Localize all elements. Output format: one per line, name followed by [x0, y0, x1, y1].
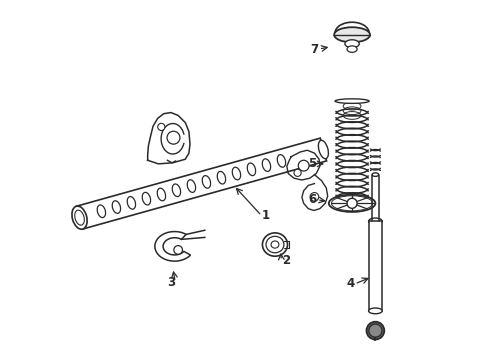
Polygon shape	[368, 221, 382, 311]
Ellipse shape	[334, 99, 368, 103]
Polygon shape	[76, 138, 326, 229]
Circle shape	[158, 123, 164, 131]
Ellipse shape	[72, 206, 87, 229]
Circle shape	[293, 169, 301, 176]
Text: 5: 5	[308, 157, 316, 170]
Text: 6: 6	[308, 193, 316, 206]
Ellipse shape	[157, 188, 165, 201]
Ellipse shape	[346, 46, 356, 52]
Circle shape	[167, 131, 180, 144]
Ellipse shape	[187, 180, 195, 192]
Circle shape	[309, 193, 318, 201]
Ellipse shape	[127, 197, 135, 209]
Text: 1: 1	[262, 210, 269, 222]
Ellipse shape	[247, 163, 255, 176]
Ellipse shape	[262, 159, 270, 171]
Ellipse shape	[112, 201, 121, 213]
Ellipse shape	[217, 171, 225, 184]
Text: 2: 2	[281, 254, 289, 267]
Ellipse shape	[265, 236, 284, 253]
Circle shape	[298, 160, 308, 171]
Ellipse shape	[270, 241, 278, 248]
Ellipse shape	[333, 27, 369, 42]
Ellipse shape	[202, 176, 210, 188]
Ellipse shape	[328, 195, 375, 212]
Ellipse shape	[334, 196, 368, 200]
Ellipse shape	[344, 40, 359, 48]
Text: 7: 7	[310, 42, 318, 55]
Text: 3: 3	[166, 276, 175, 289]
Polygon shape	[155, 231, 190, 261]
Ellipse shape	[97, 205, 105, 217]
Ellipse shape	[277, 155, 285, 167]
Text: 4: 4	[346, 278, 354, 291]
Ellipse shape	[262, 233, 287, 256]
Circle shape	[368, 324, 381, 337]
Ellipse shape	[172, 184, 180, 197]
Ellipse shape	[318, 140, 328, 159]
Ellipse shape	[368, 308, 382, 314]
Circle shape	[366, 321, 384, 339]
Ellipse shape	[368, 218, 382, 225]
Circle shape	[174, 246, 182, 254]
Circle shape	[346, 198, 356, 208]
Ellipse shape	[232, 167, 240, 180]
Ellipse shape	[142, 192, 150, 205]
Ellipse shape	[371, 173, 378, 176]
